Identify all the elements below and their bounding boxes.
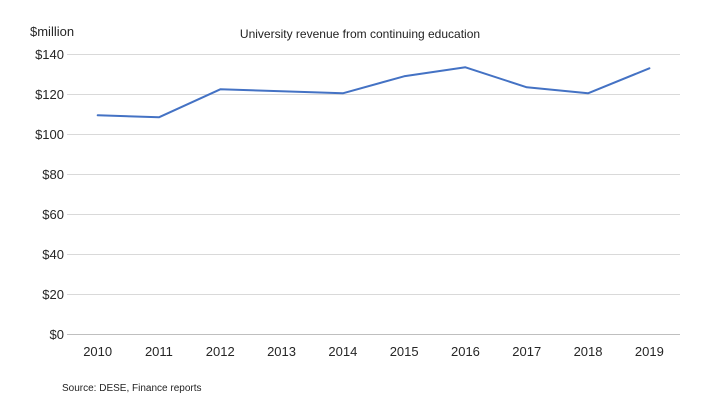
x-tick-label: 2018: [574, 344, 603, 359]
x-tick-label: 2013: [267, 344, 296, 359]
y-tick-label: $60: [42, 207, 64, 222]
gridlines: [67, 53, 680, 335]
revenue-series-line: [96, 66, 651, 119]
y-axis-unit-label: $million: [30, 24, 75, 39]
chart-title: University revenue from continuing educa…: [239, 27, 481, 41]
y-tick-label: $20: [42, 287, 64, 302]
x-tick-label: 2019: [635, 344, 664, 359]
y-tick-label: $120: [35, 87, 64, 102]
x-tick-label: 2016: [451, 344, 480, 359]
y-tick-label: $0: [50, 327, 64, 342]
x-tick-label: 2015: [390, 344, 419, 359]
series-lines: [96, 66, 651, 119]
y-tick-label: $140: [35, 47, 64, 62]
x-tick-label: 2017: [512, 344, 541, 359]
source-note: Source: DESE, Finance reports: [62, 383, 202, 394]
x-tick-label: 2011: [145, 344, 173, 359]
x-tick-labels: 2010 2011 2012 2013 2014 2015 2016 2017 2018 2019: [83, 344, 664, 359]
x-tick-label: 2014: [328, 344, 357, 359]
x-tick-label: 2012: [206, 344, 235, 359]
y-tick-label: $80: [42, 167, 64, 182]
y-tick-label: $40: [42, 247, 64, 262]
x-tick-label: 2010: [83, 344, 112, 359]
y-tick-labels: $0 $20 $40 $60 $80 $100 $120 $140: [35, 47, 64, 342]
y-tick-label: $100: [35, 127, 64, 142]
